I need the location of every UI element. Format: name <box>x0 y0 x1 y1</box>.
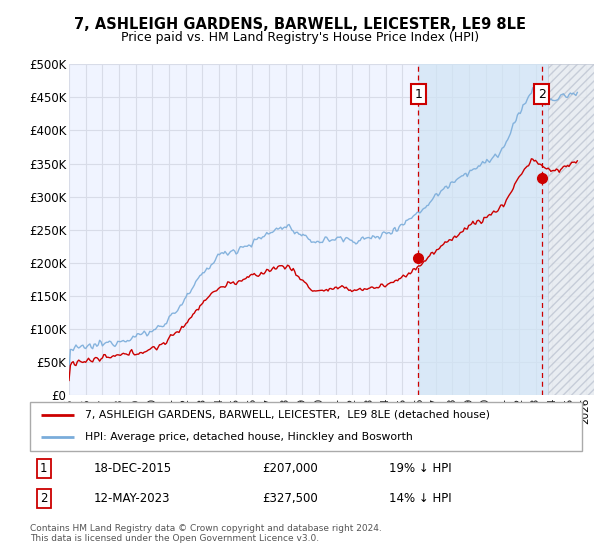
FancyBboxPatch shape <box>30 402 582 451</box>
Text: HPI: Average price, detached house, Hinckley and Bosworth: HPI: Average price, detached house, Hinc… <box>85 432 413 442</box>
Text: 7, ASHLEIGH GARDENS, BARWELL, LEICESTER,  LE9 8LE (detached house): 7, ASHLEIGH GARDENS, BARWELL, LEICESTER,… <box>85 410 490 420</box>
Text: £207,000: £207,000 <box>262 462 317 475</box>
Text: 2: 2 <box>538 87 545 101</box>
Text: Price paid vs. HM Land Registry's House Price Index (HPI): Price paid vs. HM Land Registry's House … <box>121 31 479 44</box>
Text: 19% ↓ HPI: 19% ↓ HPI <box>389 462 451 475</box>
Text: 14% ↓ HPI: 14% ↓ HPI <box>389 492 451 505</box>
Bar <box>418 64 548 395</box>
Text: 1: 1 <box>40 462 47 475</box>
Bar <box>548 64 594 395</box>
Text: 2: 2 <box>40 492 47 505</box>
Text: Contains HM Land Registry data © Crown copyright and database right 2024.
This d: Contains HM Land Registry data © Crown c… <box>30 524 382 543</box>
Text: 1: 1 <box>415 87 422 101</box>
Text: 7, ASHLEIGH GARDENS, BARWELL, LEICESTER, LE9 8LE: 7, ASHLEIGH GARDENS, BARWELL, LEICESTER,… <box>74 17 526 31</box>
Text: 12-MAY-2023: 12-MAY-2023 <box>94 492 170 505</box>
Bar <box>548 64 594 395</box>
Text: £327,500: £327,500 <box>262 492 317 505</box>
Text: 18-DEC-2015: 18-DEC-2015 <box>94 462 172 475</box>
